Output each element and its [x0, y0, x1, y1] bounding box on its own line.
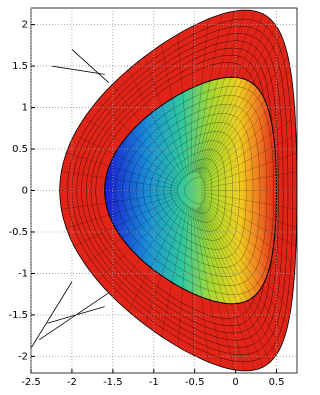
mesh-line — [201, 134, 297, 186]
mesh-line — [195, 10, 246, 173]
mesh-line — [197, 13, 264, 173]
mesh-line — [199, 206, 281, 347]
mesh-line — [201, 152, 297, 187]
mesh-line — [201, 195, 297, 247]
mesh-line — [161, 44, 188, 176]
mesh-line — [197, 208, 264, 368]
coil-line — [71, 49, 110, 83]
mesh-line — [193, 208, 223, 368]
mesh-line — [196, 208, 256, 370]
mesh-line — [201, 171, 297, 189]
mesh-line — [177, 206, 190, 347]
x-tick-label: -1 — [149, 377, 159, 388]
mesh-line — [200, 197, 296, 265]
x-tick-label: 0.5 — [269, 377, 285, 388]
y-tick-label: 0 — [22, 186, 28, 197]
y-tick-label: 1.5 — [12, 61, 28, 72]
mesh-line — [200, 202, 291, 312]
x-tick-label: -0.5 — [185, 377, 205, 388]
chart: -2.5 -2 -1.5 -1 -0.5 0 0.5 -2 -1.5 -1 -0.5 0 0.5 1 1.5… — [8, 7, 298, 388]
y-tick-label: -0.5 — [8, 227, 28, 238]
y-tick-label: -1 — [18, 268, 28, 279]
mesh-line — [194, 208, 235, 370]
y-tick-label: -2 — [18, 351, 28, 362]
mesh-line — [200, 84, 293, 180]
mesh-line — [201, 194, 297, 229]
coil-line — [31, 281, 73, 349]
y-tick-label: -1.5 — [8, 310, 28, 321]
mesh-line — [74, 134, 180, 186]
mesh-line — [190, 25, 194, 175]
x-tick-label: -1.5 — [103, 377, 123, 388]
mesh-line — [112, 84, 183, 180]
y-tick-label: 0.5 — [12, 144, 28, 155]
mesh-line — [66, 152, 179, 187]
mesh-line — [192, 18, 209, 174]
mesh-line — [84, 116, 181, 184]
mesh-line — [193, 13, 223, 173]
y-tick-label: 2 — [22, 20, 28, 31]
mesh-line — [97, 199, 182, 281]
y-tick-label: 1 — [22, 103, 28, 114]
mesh-line — [200, 100, 295, 182]
mesh-line — [144, 56, 187, 178]
mesh-line — [199, 205, 285, 337]
mesh-line — [66, 194, 179, 229]
mesh-line — [199, 34, 281, 175]
mesh-line — [177, 34, 190, 175]
mesh-line — [190, 206, 194, 356]
mesh-line — [200, 56, 289, 178]
x-tick-label: -2 — [67, 377, 77, 388]
mesh-line — [196, 11, 256, 173]
mesh-line — [128, 69, 185, 179]
mesh-line — [61, 171, 178, 189]
mesh-line — [200, 201, 293, 297]
mesh-line — [84, 197, 181, 265]
mesh-line — [144, 203, 187, 325]
mesh-line — [61, 192, 178, 210]
mesh-line — [200, 203, 289, 325]
coil-line — [51, 65, 105, 75]
mesh-line — [97, 100, 182, 182]
mesh-line — [128, 202, 185, 312]
mesh-line — [112, 201, 183, 297]
x-tick-label: 0 — [232, 377, 238, 388]
mesh-line — [199, 44, 285, 176]
mesh-line — [200, 69, 291, 179]
x-tick-label: -2.5 — [21, 377, 41, 388]
mesh-line — [74, 195, 180, 247]
mesh-line — [201, 192, 297, 210]
mesh-line — [198, 207, 271, 363]
mesh-line — [198, 18, 271, 174]
mesh-line — [161, 205, 188, 337]
mesh-line — [194, 11, 235, 173]
mesh-line — [200, 116, 296, 184]
mesh-line — [200, 199, 295, 281]
mesh-line — [195, 208, 246, 371]
